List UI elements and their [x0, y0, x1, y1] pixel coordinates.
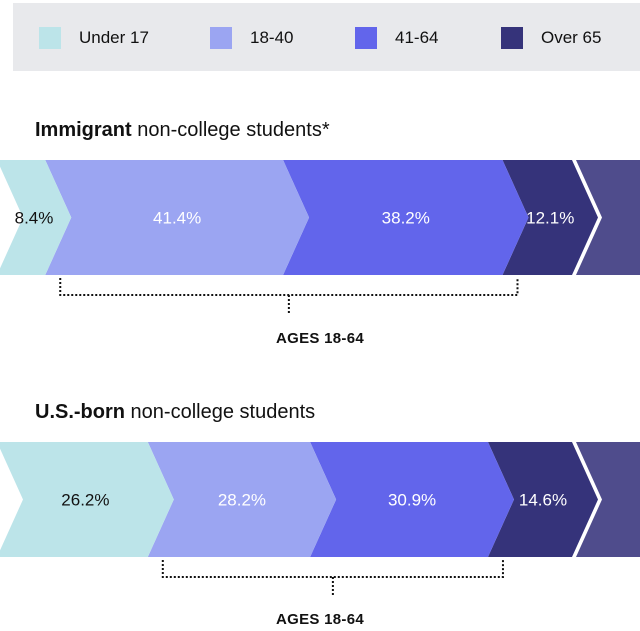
legend-label-41-64: 41-64	[395, 28, 439, 47]
bar-segment-41-64	[283, 160, 529, 275]
bar-segment-over-65	[502, 160, 598, 275]
value-label-18-40: 28.2%	[218, 491, 266, 510]
value-label-41-64: 38.2%	[382, 209, 430, 228]
bar-end-tip	[576, 160, 640, 275]
value-label-41-64: 30.9%	[388, 491, 436, 510]
chart-title-immigrant: Immigrant non-college students*	[35, 118, 330, 142]
bar-segment-over-65	[487, 442, 598, 557]
value-label-over-65: 12.1%	[526, 209, 574, 228]
chart-title-us-born: U.S.-born non-college students	[35, 400, 315, 424]
chart-title-immigrant-rest: non-college students*	[131, 119, 330, 141]
ages-bracket	[161, 560, 504, 597]
legend-swatch-under-17	[39, 27, 61, 49]
stacked-bar-chart-us-born: 26.2% 28.2% 30.9% 14.6%	[0, 442, 640, 597]
legend-swatch-41-64	[355, 27, 377, 49]
bar-end-tip	[576, 442, 640, 557]
value-label-under-17: 8.4%	[15, 209, 54, 228]
value-label-18-40: 41.4%	[153, 209, 201, 228]
bar-segment-under-17	[0, 160, 72, 275]
bar-segment-18-40	[147, 442, 337, 557]
chart-title-us-born-bold: U.S.-born	[35, 401, 125, 423]
chart-title-us-born-rest: non-college students	[125, 401, 316, 423]
ages-bracket-label-immigrant: AGES 18-64	[275, 330, 365, 347]
legend-label-18-40: 18-40	[250, 28, 294, 47]
legend-label-under-17: Under 17	[79, 28, 149, 47]
legend-swatch-over-65	[501, 27, 523, 49]
chart-title-immigrant-bold: Immigrant	[35, 119, 132, 141]
value-label-over-65: 14.6%	[519, 491, 567, 510]
ages-bracket	[59, 278, 519, 315]
bar-segment-under-17	[0, 442, 174, 557]
value-label-under-17: 26.2%	[61, 491, 109, 510]
bar-segment-41-64	[310, 442, 514, 557]
legend: Under 17 18-40 41-64 Over 65	[13, 3, 640, 71]
legend-label-over-65: Over 65	[541, 28, 602, 47]
stacked-bar-chart-immigrant: 8.4% 41.4% 38.2% 12.1%	[0, 160, 640, 315]
legend-swatch-18-40	[210, 27, 232, 49]
ages-bracket-label-us-born: AGES 18-64	[275, 611, 365, 628]
bar-segment-18-40	[45, 160, 310, 275]
